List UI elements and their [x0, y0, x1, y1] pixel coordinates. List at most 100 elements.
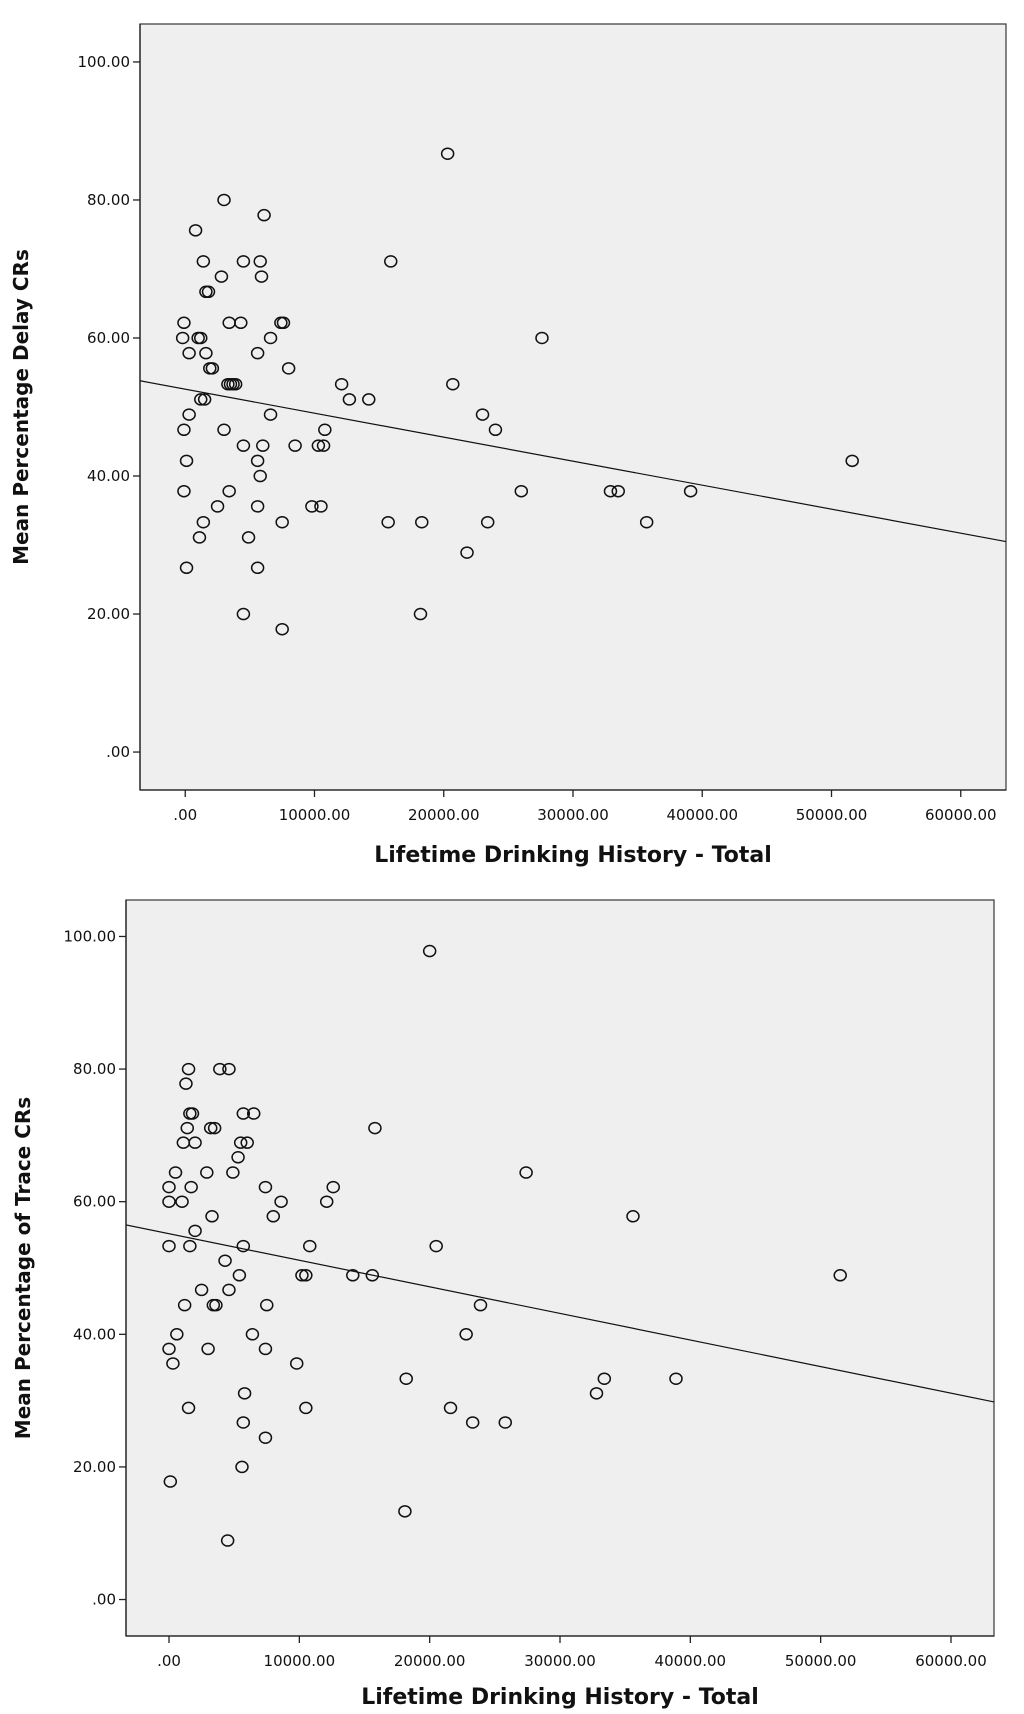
data-point-delay — [250, 500, 265, 513]
data-point-delay — [446, 377, 460, 391]
data-point-trace — [274, 1195, 288, 1208]
plot-area-delay — [139, 23, 1007, 791]
data-point-delay — [205, 362, 220, 375]
data-point-trace — [175, 1195, 189, 1208]
fit-line-trace — [125, 1224, 995, 1403]
data-point-delay — [250, 561, 265, 575]
data-point-delay — [256, 439, 270, 452]
y-tick-label: 60.00 — [73, 1193, 116, 1211]
data-point-trace — [209, 1298, 223, 1312]
data-point-trace — [465, 1416, 480, 1429]
data-point-trace — [258, 1342, 273, 1356]
data-point-trace — [289, 1357, 304, 1370]
data-point-delay — [639, 515, 654, 529]
data-point-delay — [236, 439, 251, 452]
data-point-trace — [213, 1062, 227, 1076]
data-point-trace — [181, 1062, 196, 1076]
chart-trace: .00 20.00 40.00 60.00 80.00 100.00 .00 10000.0… — [11, 899, 995, 1710]
data-point-delay — [316, 439, 331, 452]
data-point-delay — [236, 255, 251, 268]
points-delay — [175, 147, 859, 636]
data-point-trace — [258, 1431, 273, 1444]
data-point-trace — [833, 1269, 847, 1282]
data-point-trace — [188, 1224, 202, 1238]
data-point-delay — [314, 500, 328, 513]
data-point-trace — [236, 1107, 251, 1120]
data-point-delay — [281, 362, 296, 375]
data-point-delay — [234, 316, 248, 330]
x-tick-label: 40000.00 — [655, 1652, 727, 1670]
data-point-trace — [222, 1062, 236, 1076]
data-point-trace — [303, 1239, 317, 1253]
data-point-delay — [845, 454, 859, 468]
data-point-delay — [250, 454, 265, 468]
data-point-trace — [399, 1372, 413, 1385]
x-tick-label: 30000.00 — [524, 1652, 596, 1670]
data-point-trace — [240, 1136, 254, 1149]
data-point-trace — [365, 1269, 380, 1282]
data-point-trace — [166, 1357, 180, 1370]
data-point-trace — [207, 1121, 222, 1135]
x-tick-label: 10000.00 — [279, 806, 351, 824]
y-tick-label: 40.00 — [73, 1325, 116, 1343]
data-point-trace — [368, 1121, 382, 1135]
x-tick-label: 20000.00 — [408, 806, 480, 824]
data-point-trace — [177, 1298, 192, 1312]
data-point-delay — [488, 423, 503, 437]
data-point-trace — [429, 1239, 443, 1253]
data-point-delay — [475, 408, 490, 421]
data-point-delay — [460, 546, 474, 559]
data-point-delay — [214, 270, 229, 283]
y-tick-label: 60.00 — [87, 329, 130, 347]
data-point-delay — [179, 454, 194, 468]
data-point-delay — [250, 346, 265, 360]
x-tick-label: 10000.00 — [264, 1652, 336, 1670]
data-point-delay — [253, 469, 267, 483]
x-tick-label: 50000.00 — [796, 806, 868, 824]
data-point-delay — [177, 316, 191, 330]
data-point-delay — [413, 607, 428, 621]
data-point-delay — [342, 393, 357, 406]
data-point-delay — [193, 393, 208, 406]
data-point-delay — [175, 331, 190, 345]
data-point-trace — [299, 1401, 313, 1415]
data-point-delay — [611, 484, 625, 498]
x-tick-label: 30000.00 — [537, 806, 609, 824]
data-point-delay — [362, 393, 376, 406]
data-point-trace — [170, 1328, 184, 1341]
data-point-trace — [184, 1180, 198, 1194]
data-point-trace — [233, 1136, 248, 1149]
data-point-delay — [177, 484, 191, 498]
chart-delay: .00 20.00 40.00 60.00 80.00 100.00 .00 10000.0… — [9, 23, 1007, 868]
x-tick-label: 40000.00 — [666, 806, 738, 824]
data-point-delay — [192, 531, 207, 544]
data-point-trace — [299, 1269, 313, 1282]
x-tick-label: .00 — [173, 806, 197, 824]
data-point-delay — [535, 331, 549, 345]
y-tick-label: 100.00 — [64, 927, 117, 945]
data-point-delay — [257, 208, 271, 222]
data-point-delay — [241, 531, 256, 544]
data-point-delay — [480, 515, 495, 529]
x-tick-label: 20000.00 — [394, 1652, 466, 1670]
data-point-delay — [236, 607, 251, 621]
data-point-delay — [217, 423, 231, 437]
data-point-delay — [197, 393, 212, 406]
y-tick-label: 40.00 — [87, 467, 130, 485]
data-point-trace — [258, 1180, 273, 1194]
data-point-trace — [188, 1136, 202, 1149]
y-tick-label: .00 — [106, 743, 130, 761]
data-point-trace — [246, 1107, 261, 1120]
data-point-delay — [188, 224, 203, 237]
data-point-trace — [205, 1210, 219, 1223]
y-tick-label: 80.00 — [73, 1060, 116, 1078]
data-point-trace — [459, 1328, 473, 1341]
data-point-delay — [199, 346, 213, 360]
data-point-trace — [236, 1239, 251, 1253]
data-point-delay — [201, 285, 216, 299]
data-point-delay — [196, 515, 211, 529]
data-point-delay — [334, 377, 349, 391]
data-point-delay — [384, 255, 398, 268]
data-point-delay — [275, 622, 289, 636]
x-axis-label-trace: Lifetime Drinking History - Total — [361, 1685, 759, 1710]
